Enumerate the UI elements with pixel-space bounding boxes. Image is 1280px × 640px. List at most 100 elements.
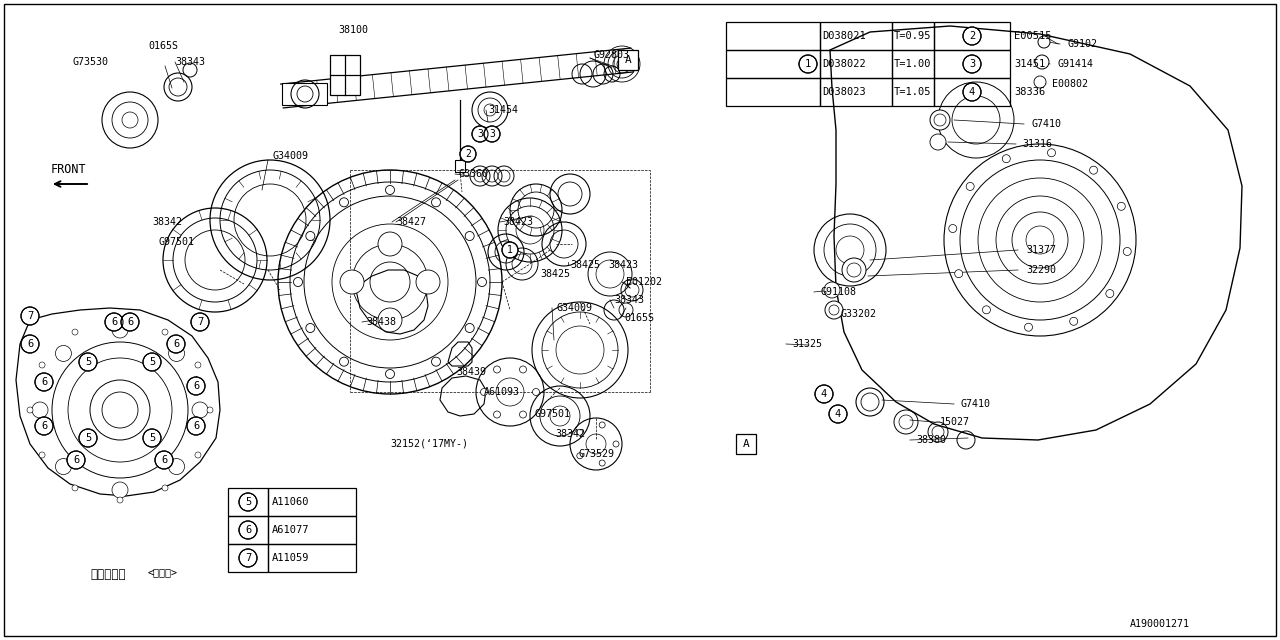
- Circle shape: [472, 126, 488, 142]
- Text: 38100: 38100: [338, 25, 369, 35]
- Circle shape: [163, 485, 168, 491]
- Text: G34009: G34009: [273, 151, 308, 161]
- Circle shape: [599, 422, 605, 428]
- Text: 38342: 38342: [152, 217, 182, 227]
- Bar: [228, 516, 268, 544]
- Circle shape: [239, 549, 257, 567]
- Circle shape: [79, 429, 97, 447]
- Text: 1: 1: [805, 59, 812, 69]
- Text: E00515: E00515: [1014, 31, 1051, 41]
- Text: 6: 6: [193, 381, 200, 391]
- Circle shape: [143, 353, 161, 371]
- Circle shape: [1036, 55, 1050, 69]
- Circle shape: [829, 405, 847, 423]
- Text: 6: 6: [41, 377, 47, 387]
- Bar: [618, 50, 637, 70]
- Circle shape: [155, 451, 173, 469]
- Text: D038022: D038022: [822, 59, 865, 69]
- Circle shape: [27, 407, 33, 413]
- Circle shape: [55, 459, 72, 475]
- Circle shape: [105, 313, 123, 331]
- Circle shape: [799, 55, 817, 73]
- Circle shape: [67, 451, 84, 469]
- Bar: [282, 83, 326, 105]
- Bar: [934, 50, 1010, 78]
- Circle shape: [931, 110, 950, 130]
- Circle shape: [20, 335, 38, 353]
- Circle shape: [166, 335, 186, 353]
- Text: G9102: G9102: [1068, 39, 1098, 49]
- Circle shape: [378, 308, 402, 332]
- Text: G91108: G91108: [820, 287, 856, 297]
- Text: 38343: 38343: [175, 57, 205, 67]
- Text: 31377: 31377: [1027, 245, 1056, 255]
- Text: 32290: 32290: [1027, 265, 1056, 275]
- Circle shape: [963, 55, 980, 73]
- Circle shape: [385, 369, 394, 378]
- Circle shape: [826, 301, 844, 319]
- Text: T=0.95: T=0.95: [893, 31, 932, 41]
- Text: 2: 2: [465, 149, 471, 159]
- Text: FRONT: FRONT: [50, 163, 86, 176]
- Text: 38425: 38425: [540, 269, 570, 279]
- Text: 5: 5: [84, 433, 91, 443]
- Circle shape: [187, 417, 205, 435]
- Circle shape: [40, 452, 45, 458]
- Text: 38343: 38343: [614, 295, 644, 305]
- Text: D038023: D038023: [822, 87, 865, 97]
- Text: 6: 6: [41, 421, 47, 431]
- Text: 4: 4: [969, 87, 975, 97]
- Circle shape: [1089, 166, 1097, 174]
- Bar: [892, 22, 934, 50]
- Text: G7410: G7410: [1032, 119, 1062, 129]
- Circle shape: [339, 198, 348, 207]
- Bar: [228, 544, 268, 572]
- Circle shape: [431, 357, 440, 366]
- Text: 6: 6: [111, 317, 118, 327]
- Text: G73529: G73529: [579, 449, 614, 459]
- Text: 5: 5: [244, 497, 251, 507]
- Text: 15027: 15027: [940, 417, 970, 427]
- Text: 5: 5: [148, 433, 155, 443]
- Circle shape: [484, 126, 500, 142]
- Circle shape: [32, 402, 49, 418]
- Text: 2: 2: [969, 31, 975, 41]
- Circle shape: [306, 323, 315, 333]
- Text: A61077: A61077: [273, 525, 310, 535]
- Text: 3: 3: [969, 59, 975, 69]
- Text: <後方図>: <後方図>: [148, 567, 178, 577]
- Circle shape: [191, 313, 209, 331]
- Text: G97501: G97501: [534, 409, 570, 419]
- Circle shape: [1124, 248, 1132, 255]
- Text: 〈後方図〉: 〈後方図〉: [90, 568, 125, 580]
- Text: 1: 1: [507, 245, 513, 255]
- Circle shape: [416, 270, 440, 294]
- Circle shape: [465, 232, 474, 241]
- Text: A: A: [742, 439, 749, 449]
- Circle shape: [1106, 289, 1114, 298]
- Circle shape: [520, 366, 526, 373]
- Polygon shape: [440, 376, 486, 416]
- Circle shape: [79, 353, 97, 371]
- Text: T=1.05: T=1.05: [893, 87, 932, 97]
- Polygon shape: [829, 26, 1242, 440]
- Circle shape: [599, 460, 605, 466]
- Circle shape: [431, 198, 440, 207]
- Circle shape: [192, 402, 209, 418]
- Circle shape: [577, 452, 582, 459]
- Circle shape: [824, 282, 840, 298]
- Text: 3: 3: [489, 129, 495, 139]
- Circle shape: [1047, 148, 1056, 157]
- Text: A11059: A11059: [273, 553, 310, 563]
- Circle shape: [169, 346, 184, 362]
- Text: 6: 6: [73, 455, 79, 465]
- Circle shape: [966, 182, 974, 191]
- Circle shape: [842, 258, 867, 282]
- Circle shape: [1038, 36, 1050, 48]
- Bar: [934, 78, 1010, 106]
- Bar: [454, 160, 465, 172]
- Circle shape: [20, 307, 38, 325]
- Circle shape: [502, 242, 518, 258]
- Circle shape: [494, 411, 500, 418]
- Text: A: A: [625, 55, 631, 65]
